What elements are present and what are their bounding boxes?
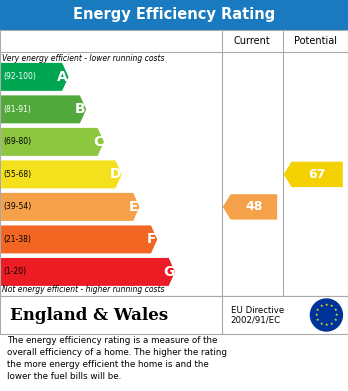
- Text: D: D: [110, 167, 121, 181]
- Polygon shape: [1, 95, 86, 123]
- Text: ★: ★: [334, 308, 337, 312]
- Bar: [0, 0, 348, 30]
- Text: (21-38): (21-38): [3, 235, 31, 244]
- Polygon shape: [1, 226, 157, 253]
- Text: 2002/91/EC: 2002/91/EC: [231, 315, 281, 324]
- Text: (81-91): (81-91): [3, 105, 31, 114]
- Text: (1-20): (1-20): [3, 267, 26, 276]
- Text: (92-100): (92-100): [3, 72, 36, 81]
- Text: Current: Current: [234, 36, 271, 46]
- Text: Potential: Potential: [294, 36, 337, 46]
- Bar: [0, 296, 348, 334]
- Text: Not energy efficient - higher running costs: Not energy efficient - higher running co…: [2, 285, 165, 294]
- Text: England & Wales: England & Wales: [10, 307, 168, 323]
- Bar: [0, 30, 348, 296]
- Polygon shape: [284, 162, 343, 187]
- Polygon shape: [1, 128, 104, 156]
- Text: The energy efficiency rating is a measure of the
overall efficiency of a home. T: The energy efficiency rating is a measur…: [7, 336, 227, 381]
- Text: E: E: [129, 200, 138, 214]
- Text: ★: ★: [325, 303, 328, 307]
- Text: 48: 48: [245, 201, 263, 213]
- Text: (55-68): (55-68): [3, 170, 32, 179]
- Polygon shape: [1, 63, 69, 91]
- Ellipse shape: [310, 298, 343, 332]
- Text: (39-54): (39-54): [3, 203, 32, 212]
- Text: ★: ★: [319, 322, 323, 326]
- Polygon shape: [1, 258, 175, 286]
- Text: ★: ★: [314, 313, 318, 317]
- Text: ★: ★: [334, 318, 337, 322]
- Text: B: B: [75, 102, 86, 117]
- Text: 67: 67: [308, 168, 326, 181]
- Text: ★: ★: [325, 323, 328, 327]
- Polygon shape: [1, 160, 122, 188]
- Text: A: A: [57, 70, 68, 84]
- Text: F: F: [147, 232, 156, 246]
- Text: ★: ★: [330, 322, 333, 326]
- Text: (69-80): (69-80): [3, 137, 32, 146]
- Text: Very energy efficient - lower running costs: Very energy efficient - lower running co…: [2, 54, 165, 63]
- Text: G: G: [164, 265, 175, 279]
- Polygon shape: [223, 194, 277, 220]
- Text: C: C: [93, 135, 103, 149]
- Polygon shape: [1, 193, 140, 221]
- Text: ★: ★: [335, 313, 339, 317]
- Text: ★: ★: [319, 304, 323, 308]
- Text: Energy Efficiency Rating: Energy Efficiency Rating: [73, 7, 275, 23]
- Text: ★: ★: [316, 308, 319, 312]
- Text: ★: ★: [316, 318, 319, 322]
- Text: ★: ★: [330, 304, 333, 308]
- Text: EU Directive: EU Directive: [231, 306, 284, 315]
